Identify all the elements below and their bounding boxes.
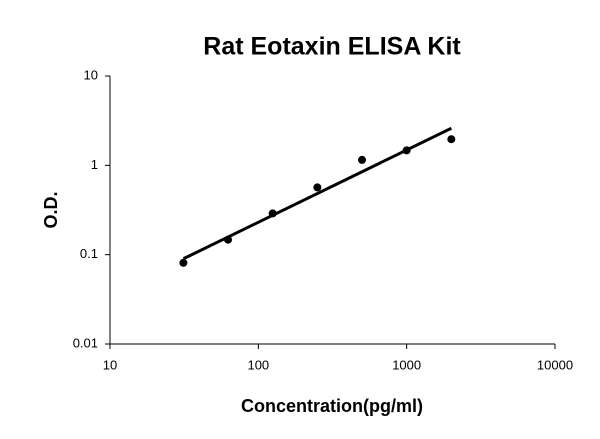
data-point — [358, 155, 367, 164]
y-tick-label: 0.1 — [80, 246, 98, 261]
trend-line — [182, 126, 452, 261]
data-point — [224, 235, 233, 244]
x-tick-label: 10000 — [537, 357, 573, 372]
data-point — [447, 135, 456, 144]
data-point — [179, 258, 188, 267]
x-tick-label: 10 — [103, 357, 117, 372]
x-tick-label: 1000 — [392, 357, 421, 372]
data-point — [313, 183, 322, 192]
y-tick-label: 10 — [84, 67, 98, 82]
y-tick-label: 1 — [91, 157, 98, 172]
y-axis-label: O.D. — [41, 191, 61, 228]
y-tick-label: 0.01 — [73, 335, 98, 350]
data-point — [402, 146, 411, 155]
x-axis-label: Concentration(pg/ml) — [241, 396, 423, 416]
x-tick-label: 100 — [247, 357, 269, 372]
data-point — [268, 209, 277, 218]
chart-title: Rat Eotaxin ELISA Kit — [203, 33, 461, 61]
